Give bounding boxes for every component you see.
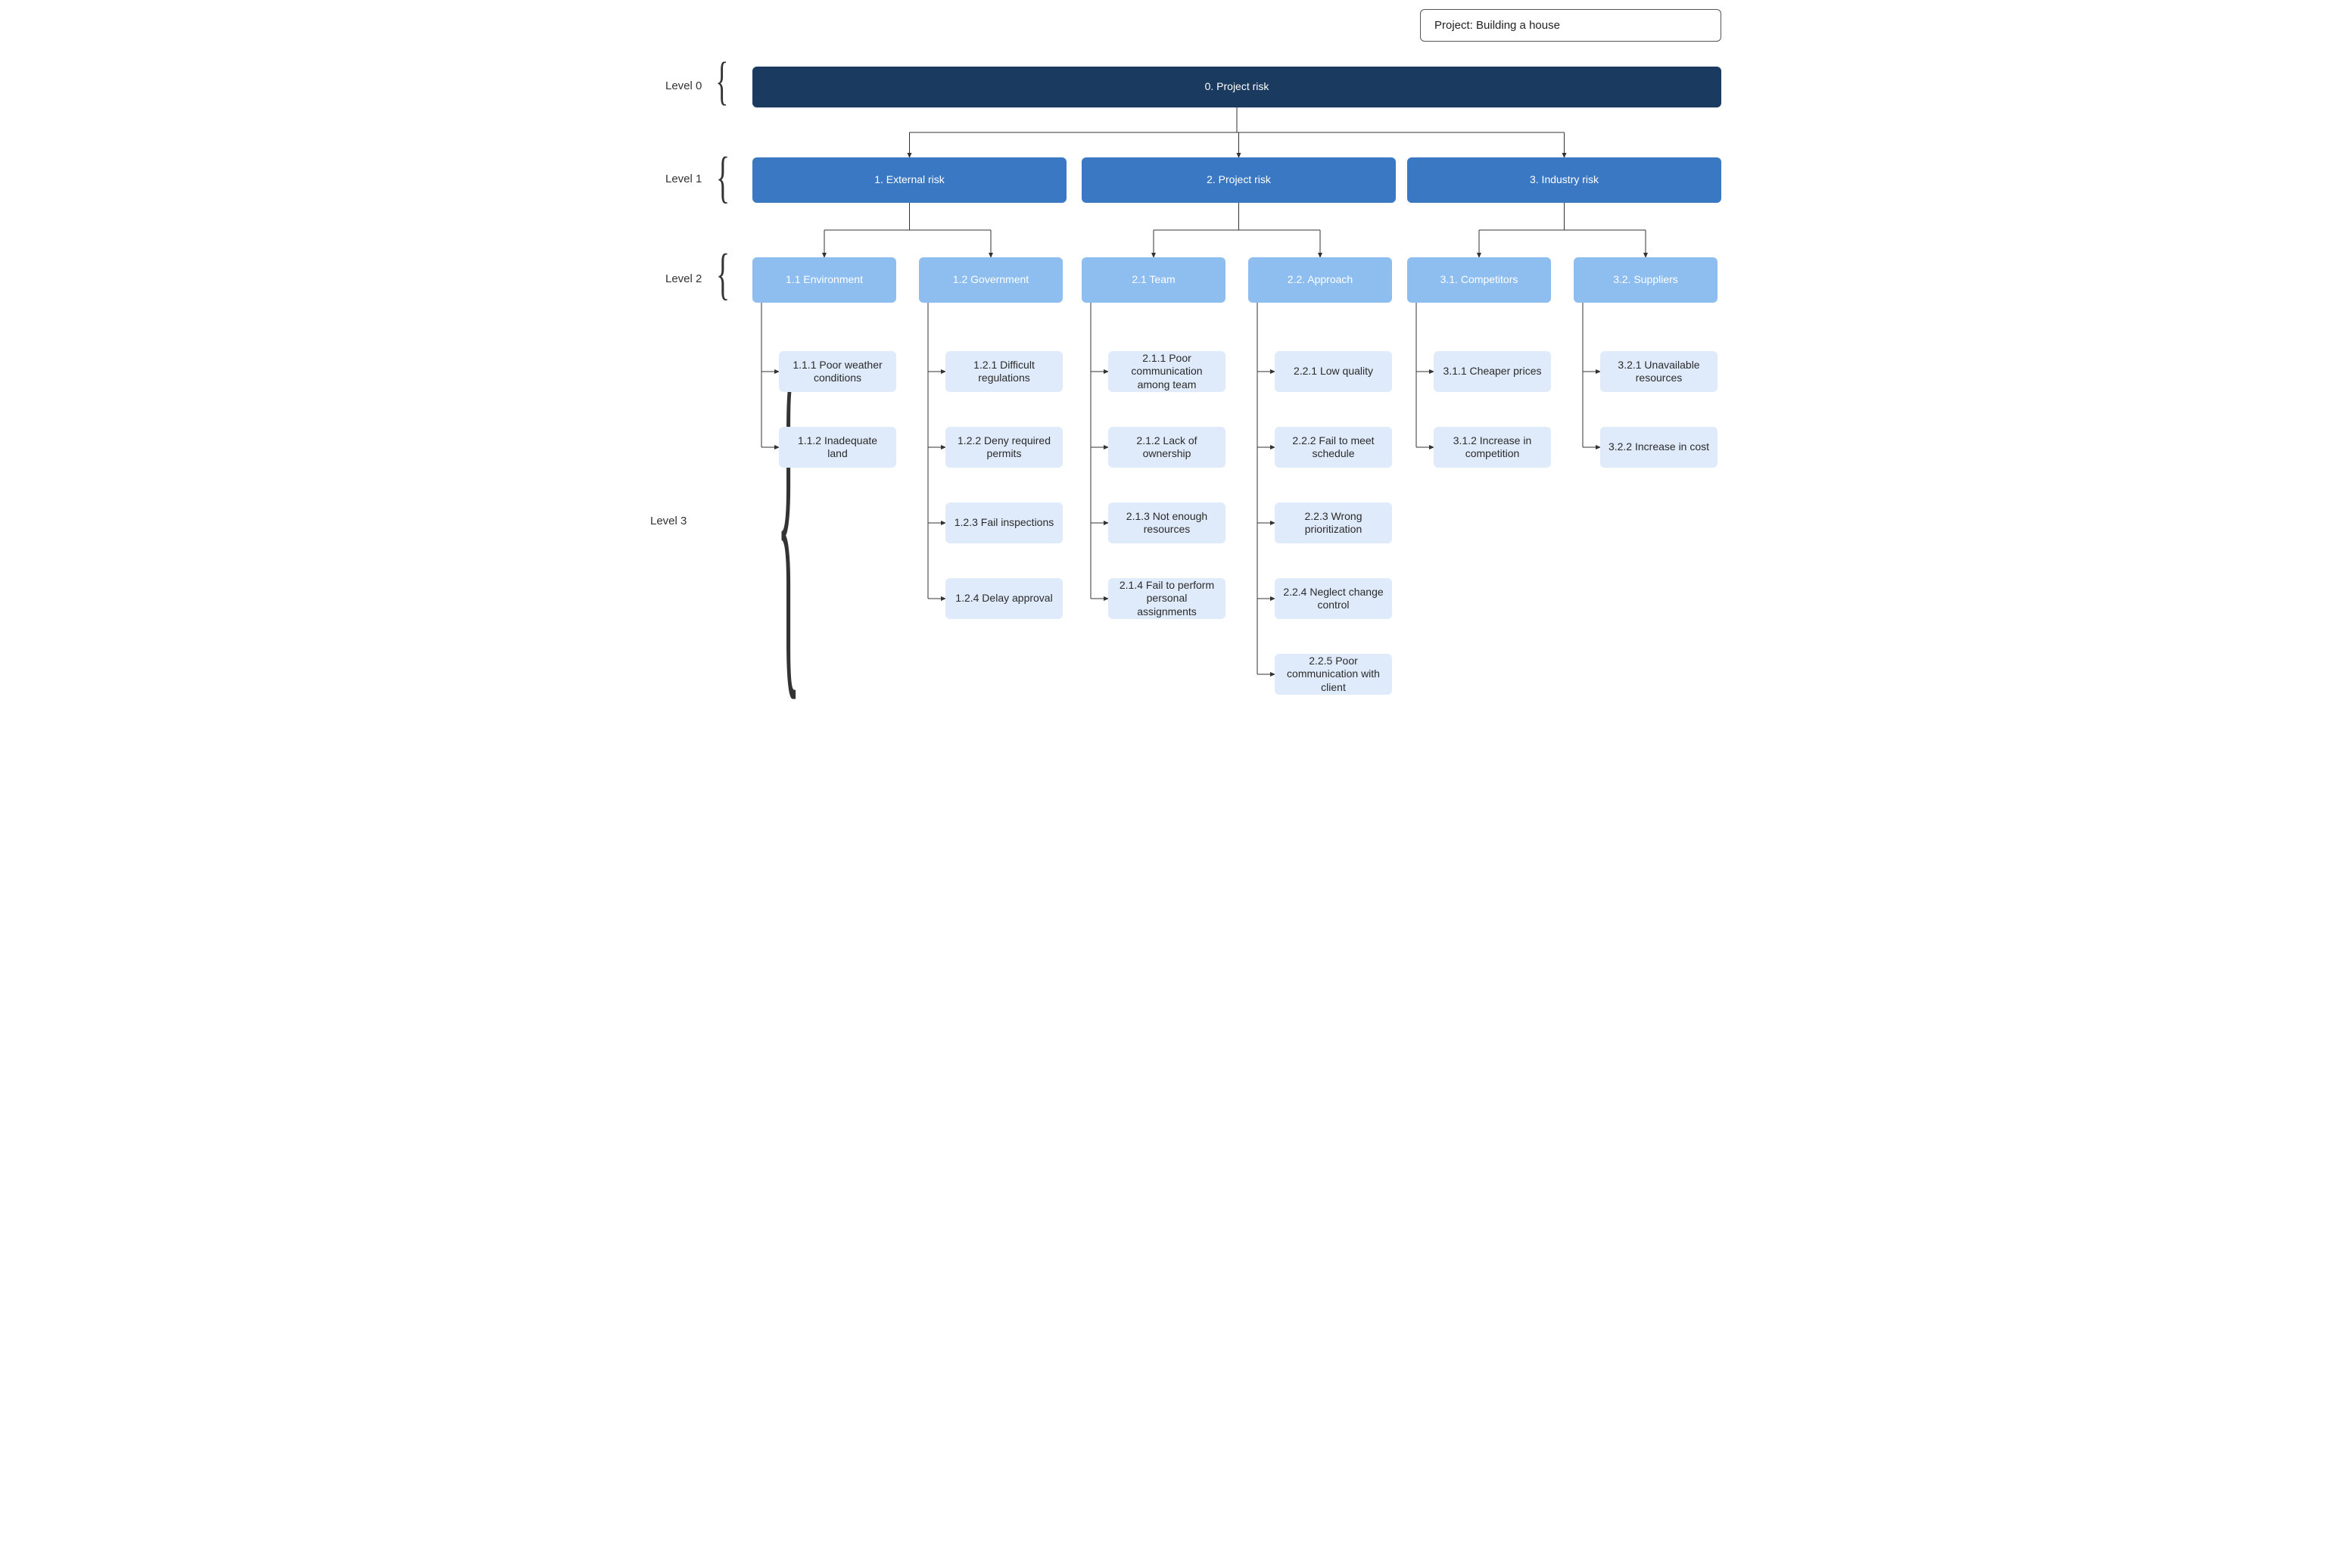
node-l1-2: 3. Industry risk: [1407, 157, 1721, 203]
node-l2-0: 1.1 Environment: [752, 257, 896, 303]
node-l3-1-0: 1.2.1 Difficult regulations: [945, 351, 1063, 392]
node-l3-1-3: 1.2.4 Delay approval: [945, 578, 1063, 619]
node-l2-4: 3.1. Competitors: [1407, 257, 1551, 303]
brace-l0: {: [715, 51, 728, 112]
node-l3-5-0: 3.2.1 Unavailable resources: [1600, 351, 1717, 392]
project-box: Project: Building a house: [1420, 9, 1721, 42]
node-l3-2-2: 2.1.3 Not enough resources: [1108, 502, 1225, 543]
node-l3-0-1: 1.1.2 Inadequate land: [779, 427, 896, 468]
brace-l2: {: [716, 242, 730, 307]
node-l2-3: 2.2. Approach: [1248, 257, 1392, 303]
node-l2-1: 1.2 Government: [919, 257, 1063, 303]
node-l3-5-1: 3.2.2 Increase in cost: [1600, 427, 1717, 468]
node-l3-4-0: 3.1.1 Cheaper prices: [1434, 351, 1551, 392]
node-l1-1: 2. Project risk: [1082, 157, 1396, 203]
label-level-0: Level 0: [665, 79, 702, 92]
node-l3-2-1: 2.1.2 Lack of ownership: [1108, 427, 1225, 468]
node-l3-3-0: 2.2.1 Low quality: [1275, 351, 1392, 392]
node-l3-2-0: 2.1.1 Poor communication among team: [1108, 351, 1225, 392]
brace-l1: {: [716, 145, 730, 210]
label-level-2: Level 2: [665, 272, 702, 285]
node-l3-1-1: 1.2.2 Deny required permits: [945, 427, 1063, 468]
label-level-1: Level 1: [665, 173, 702, 185]
node-l1-0: 1. External risk: [752, 157, 1067, 203]
node-l3-1-2: 1.2.3 Fail inspections: [945, 502, 1063, 543]
node-l2-5: 3.2. Suppliers: [1574, 257, 1717, 303]
node-l3-3-2: 2.2.3 Wrong prioritization: [1275, 502, 1392, 543]
node-l2-2: 2.1 Team: [1082, 257, 1225, 303]
node-l3-3-3: 2.2.4 Neglect change control: [1275, 578, 1392, 619]
risk-breakdown-diagram: Project: Building a house Level 0 Level …: [612, 0, 1733, 757]
node-l3-0-0: 1.1.1 Poor weather conditions: [779, 351, 896, 392]
node-l3-4-1: 3.1.2 Increase in competition: [1434, 427, 1551, 468]
label-level-3: Level 3: [650, 515, 687, 527]
node-l3-2-3: 2.1.4 Fail to perform personal assignmen…: [1108, 578, 1225, 619]
node-l3-3-4: 2.2.5 Poor communication with client: [1275, 654, 1392, 695]
node-root: 0. Project risk: [752, 67, 1721, 107]
node-l3-3-1: 2.2.2 Fail to meet schedule: [1275, 427, 1392, 468]
